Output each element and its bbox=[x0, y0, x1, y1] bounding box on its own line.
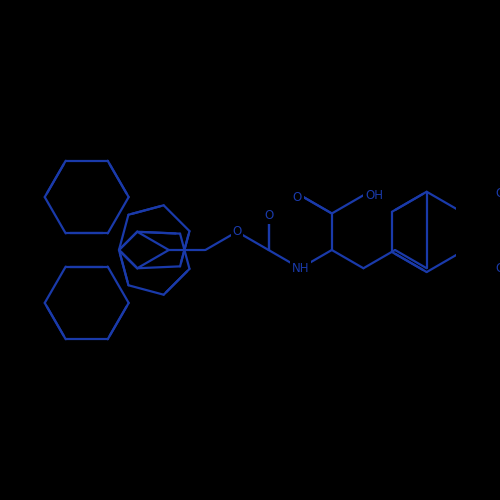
Text: O: O bbox=[232, 225, 241, 238]
Text: Cl: Cl bbox=[496, 187, 500, 200]
Text: Cl: Cl bbox=[496, 262, 500, 275]
Text: O: O bbox=[264, 209, 273, 222]
Text: NH: NH bbox=[292, 262, 309, 275]
Text: OH: OH bbox=[366, 188, 384, 202]
Text: O: O bbox=[293, 190, 302, 203]
